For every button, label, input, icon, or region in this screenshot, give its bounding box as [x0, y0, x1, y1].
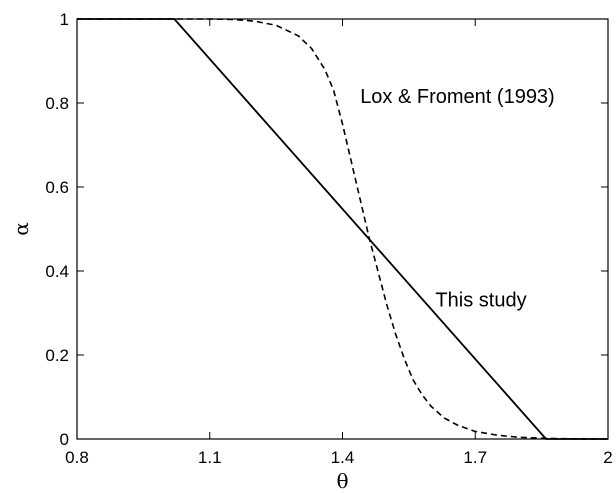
annotation-this-study: This study — [435, 290, 526, 312]
ticks-layer — [76, 18, 609, 440]
series-line-lox-froment — [77, 18, 609, 440]
y-tick-label: 0.4 — [45, 262, 69, 281]
x-tick-label: 1.4 — [331, 448, 355, 467]
y-tick-label: 0 — [60, 430, 69, 449]
y-tick-label: 1 — [60, 10, 69, 29]
y-tick-label: 0.6 — [45, 178, 69, 197]
y-tick-label: 0.8 — [45, 94, 69, 113]
x-tick-label: 1.1 — [198, 448, 222, 467]
x-tick-label: 2 — [603, 448, 612, 467]
x-axis-label: θ — [336, 469, 348, 493]
x-tick-label: 1.7 — [463, 448, 487, 467]
y-axis-label: α — [9, 222, 33, 236]
x-tick-label: 0.8 — [65, 448, 89, 467]
tick-labels-layer: 0.8 1.1 1.4 1.7 2 0 0.2 0.4 0.6 0.8 1 — [45, 10, 612, 467]
y-tick-label: 0.2 — [45, 346, 69, 365]
plot-area — [77, 19, 608, 439]
annotation-lox-froment: Lox & Froment (1993) — [360, 86, 555, 108]
